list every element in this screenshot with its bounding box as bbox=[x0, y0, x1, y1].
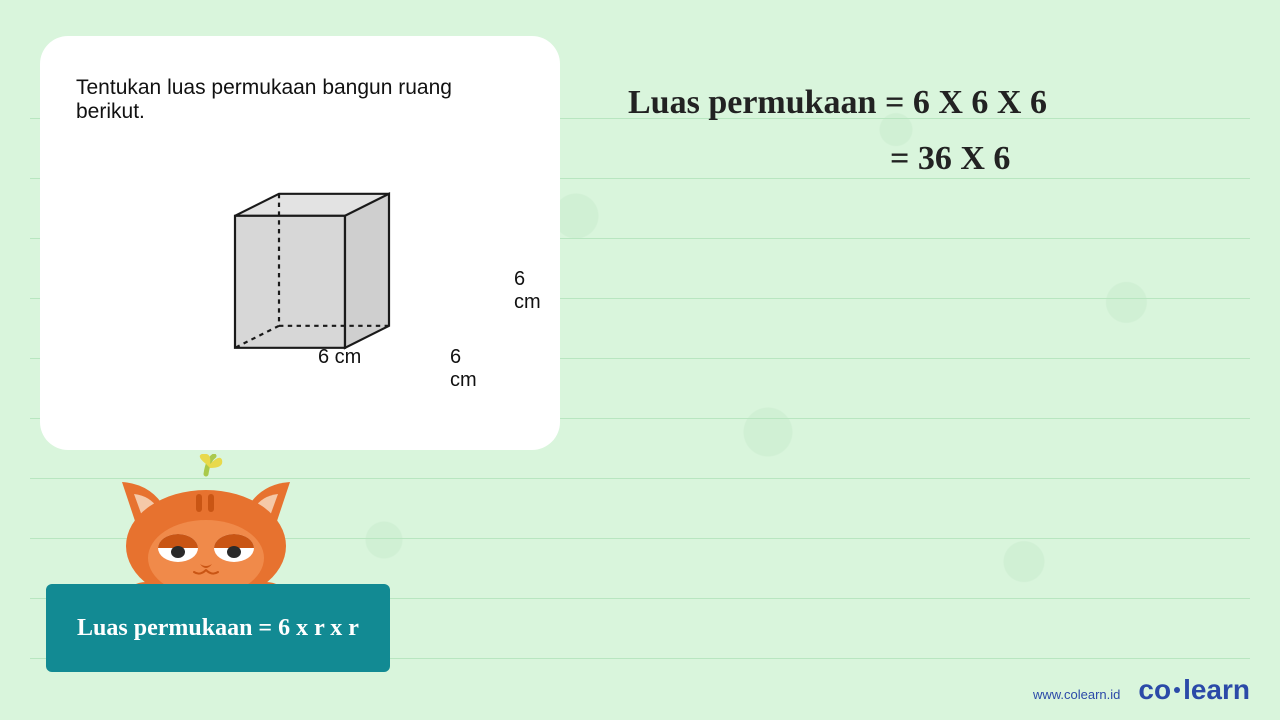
dim-label-right: 6 cm bbox=[514, 268, 541, 314]
solution-line-1: Luas permukaan = 6 X 6 X 6 bbox=[628, 84, 1047, 122]
cube-diagram: 6 cm 6 cm 6 cm bbox=[160, 152, 420, 372]
brand-logo: colearn bbox=[1138, 674, 1250, 706]
solution-rhs: 6 X 6 X 6 bbox=[913, 84, 1047, 121]
dim-label-front: 6 cm bbox=[450, 346, 477, 392]
cube-svg bbox=[160, 152, 420, 372]
solution-lhs: Luas permukaan bbox=[628, 84, 876, 121]
dim-label-left: 6 cm bbox=[318, 346, 361, 369]
question-card: Tentukan luas permukaan bangun ruang ber… bbox=[40, 36, 560, 450]
logo-right: learn bbox=[1183, 674, 1250, 705]
site-url: www.colearn.id bbox=[1033, 687, 1120, 702]
question-text: Tentukan luas permukaan bangun ruang ber… bbox=[76, 76, 524, 124]
equals-sign: = bbox=[890, 140, 909, 177]
formula-text: Luas permukaan = 6 x r x r bbox=[77, 615, 359, 642]
footer: www.colearn.id colearn bbox=[1033, 674, 1250, 706]
logo-dot-icon bbox=[1174, 687, 1180, 693]
equals-sign: = bbox=[885, 84, 904, 121]
logo-left: co bbox=[1138, 674, 1171, 705]
formula-box: Luas permukaan = 6 x r x r bbox=[46, 584, 390, 672]
solution-rhs: 36 X 6 bbox=[918, 140, 1011, 177]
solution-line-2: = 36 X 6 bbox=[890, 140, 1010, 178]
